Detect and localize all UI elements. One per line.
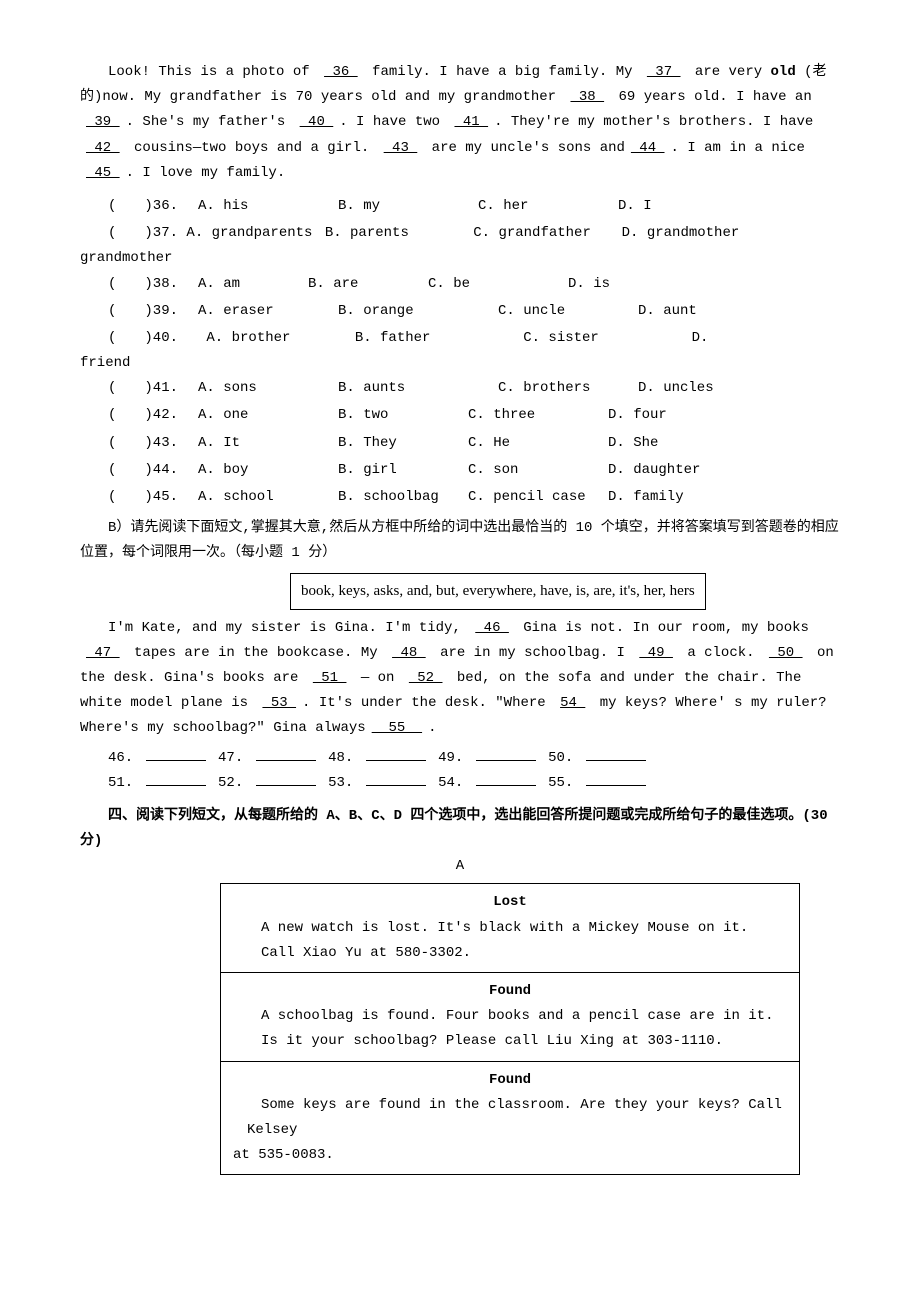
fill-row-2: 51. 52. 53. 54. 55.: [108, 771, 840, 796]
passage-b: I'm Kate, and my sister is Gina. I'm tid…: [80, 616, 840, 742]
question-num: ( )45.: [108, 485, 198, 510]
notice-found-2: Found Some keys are found in the classro…: [221, 1061, 800, 1175]
question-41: ( )41. A. sons B. aunts C. brothers D. u…: [108, 376, 840, 401]
question-39: ( )39. A. eraser B. orange C. uncle D. a…: [108, 299, 840, 324]
question-num: ( )42.: [108, 403, 198, 428]
question-44: ( )44. A. boy B. girl C. son D. daughter: [108, 458, 840, 483]
question-num: ( )44.: [108, 458, 198, 483]
question-42: ( )42. A. one B. two C. three D. four: [108, 403, 840, 428]
question-num: ( )40.: [108, 326, 198, 351]
passage-a: Look! This is a photo of 36 family. I ha…: [80, 60, 840, 186]
instruction-b: B）请先阅读下面短文,掌握其大意,然后从方框中所给的词中选出最恰当的 10 个填…: [80, 516, 840, 566]
notice-lost: Lost A new watch is lost. It's black wit…: [221, 884, 800, 973]
question-num: ( )38.: [108, 272, 198, 297]
question-36: ( )36. A. his B. my C. her D. I: [108, 194, 840, 219]
question-num: ( )36.: [108, 194, 198, 219]
word-box: book, keys, asks, and, but, everywhere, …: [290, 573, 706, 610]
question-num: ( )41.: [108, 376, 198, 401]
question-num: ( )43.: [108, 431, 198, 456]
question-40: ( )40. A. brother B. father C. sister D.: [108, 326, 840, 351]
question-45: ( )45. A. school B. schoolbag C. pencil …: [108, 485, 840, 510]
question-38: ( )38. A. am B. are C. be D. is: [108, 272, 840, 297]
question-num: ( )39.: [108, 299, 198, 324]
question-num: ( )37.: [108, 225, 186, 241]
overflow-40: friend: [80, 351, 840, 376]
question-43: ( )43. A. It B. They C. He D. She: [108, 431, 840, 456]
label-a: A: [80, 854, 840, 879]
overflow-37: grandmother: [80, 246, 840, 271]
question-37: ( )37. A. grandparents B. parents C. gra…: [108, 221, 840, 246]
notice-found-1: Found A schoolbag is found. Four books a…: [221, 973, 800, 1062]
fill-row-1: 46. 47. 48. 49. 50.: [108, 746, 840, 771]
notice-table: Lost A new watch is lost. It's black wit…: [220, 883, 800, 1175]
section-4-heading: 四、阅读下列短文，从每题所给的 A、B、C、D 四个选项中，选出能回答所提问题或…: [80, 804, 840, 854]
